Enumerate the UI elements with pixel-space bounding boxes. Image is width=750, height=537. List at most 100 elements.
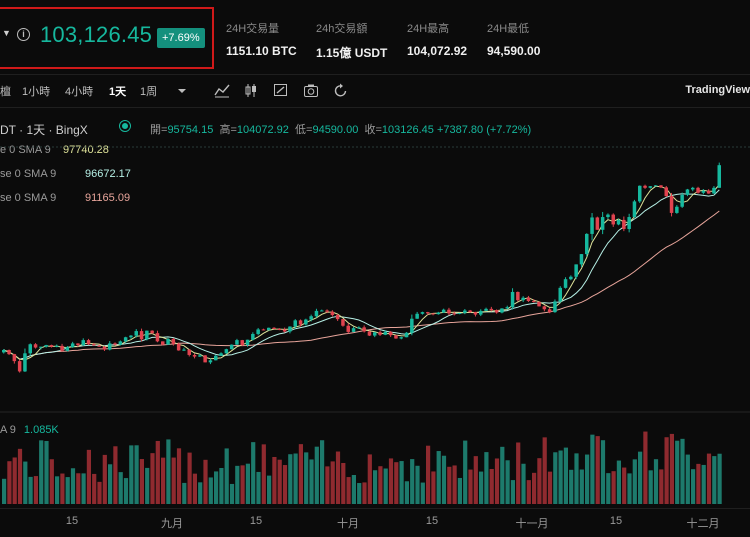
- volume-bar: [585, 454, 590, 504]
- open-label: 開=: [150, 124, 168, 136]
- candle-body: [616, 219, 621, 225]
- volume-bar: [309, 459, 314, 504]
- volume-bar: [187, 452, 192, 504]
- price-chart[interactable]: [0, 108, 750, 508]
- ma-legend-2[interactable]: se 0 SMA 9 96672.17: [0, 168, 131, 180]
- interval-1d[interactable]: 1天: [109, 86, 127, 98]
- info-icon[interactable]: i: [17, 28, 30, 41]
- sma-slow-line: [3, 210, 720, 360]
- candle-style-icon[interactable]: [243, 83, 259, 98]
- volume-bar: [129, 445, 134, 504]
- candle-body: [288, 326, 292, 332]
- volume-bar: [563, 447, 568, 504]
- interval-tick[interactable]: 檀: [0, 86, 11, 98]
- stat-label: 24H最低: [487, 23, 530, 35]
- candle-body: [261, 329, 266, 331]
- candles: [2, 162, 721, 373]
- volume-bar: [272, 456, 277, 504]
- candle-body: [97, 345, 101, 347]
- interval-4h[interactable]: 4小時: [65, 86, 94, 98]
- volume-bar: [277, 459, 282, 504]
- volume-bar: [219, 467, 224, 504]
- candle-body: [192, 354, 197, 357]
- candle-body: [362, 327, 366, 332]
- volume-bar: [23, 461, 28, 504]
- candle-body: [229, 344, 234, 350]
- stat-24h-volume-usdt: 24h交易額 1.15億 USDT: [316, 20, 387, 61]
- candle-body: [293, 320, 297, 327]
- candle-body: [235, 340, 239, 345]
- candle-body: [563, 279, 568, 288]
- volume-bar: [463, 440, 468, 504]
- volume-bar: [383, 468, 388, 504]
- volume-bar: [335, 451, 341, 504]
- volume-bar: [245, 463, 250, 504]
- candle-body: [447, 309, 451, 314]
- volume-bar: [108, 464, 113, 504]
- volume-bar: [712, 456, 717, 504]
- volume-bar: [150, 453, 155, 504]
- tradingview-brand[interactable]: TradingView: [685, 84, 750, 96]
- last-price: 103,126.45: [40, 22, 153, 47]
- candle-body: [240, 340, 244, 346]
- candle-body: [399, 337, 403, 339]
- stat-value: 94,590.00: [487, 44, 541, 58]
- interval-1h[interactable]: 1小時: [22, 86, 51, 98]
- volume-bars: [2, 431, 722, 504]
- candle-body: [113, 343, 117, 345]
- volume-bar: [521, 463, 526, 504]
- volume-bar: [357, 483, 362, 504]
- candle-body: [23, 353, 27, 372]
- reset-icon[interactable]: [333, 83, 349, 98]
- candle-body: [65, 347, 70, 351]
- low-label: 低=: [295, 124, 313, 136]
- volume-bar: [314, 446, 319, 504]
- chevron-down-icon[interactable]: [174, 83, 190, 98]
- volume-bar: [643, 431, 648, 504]
- candle-body: [129, 335, 133, 338]
- drawing-tools-icon[interactable]: [273, 83, 289, 98]
- x-tick: 15: [609, 515, 623, 527]
- candle-body: [176, 343, 181, 351]
- x-tick: 15: [249, 515, 263, 527]
- volume-bar: [341, 462, 346, 504]
- interval-1w[interactable]: 1周: [140, 86, 158, 98]
- volume-bar: [86, 449, 91, 504]
- volume-bar: [410, 459, 415, 504]
- ma-legend-3[interactable]: se 0 SMA 9 91165.09: [0, 192, 130, 204]
- candle-body: [351, 328, 356, 332]
- stat-label: 24H最高: [407, 23, 450, 35]
- candle-body: [282, 329, 287, 332]
- candle-body: [373, 332, 377, 336]
- camera-icon[interactable]: [303, 83, 319, 98]
- volume-bar: [632, 459, 637, 504]
- candle-body: [55, 345, 59, 347]
- candle-body: [526, 297, 531, 302]
- candle-body: [426, 312, 430, 314]
- candle-body: [717, 165, 721, 188]
- high-value: 104072.92: [236, 124, 289, 136]
- volume-bar: [404, 481, 409, 504]
- volume-bar: [611, 471, 616, 504]
- indicators-icon[interactable]: [214, 83, 230, 98]
- volume-bar: [282, 465, 288, 504]
- candle-body: [431, 313, 435, 315]
- stat-value: 104,072.92: [407, 44, 468, 58]
- candle-body: [574, 264, 578, 277]
- candle-body: [314, 310, 319, 317]
- volume-bar: [447, 466, 452, 504]
- candle-body: [208, 360, 213, 363]
- volume-bar: [537, 458, 542, 504]
- time-axis[interactable]: 15 九月 15 十月 15 十一月 15 十二月: [0, 508, 750, 537]
- candle-body: [600, 217, 605, 230]
- volume-bar: [161, 457, 166, 504]
- candle-body: [675, 206, 679, 213]
- volume-bar: [28, 476, 33, 504]
- candle-body: [44, 345, 48, 347]
- stat-value: 1151.10 BTC: [226, 44, 297, 58]
- candle-body: [166, 338, 170, 345]
- volume-bar: [680, 438, 685, 504]
- candle-body: [214, 355, 218, 361]
- volume-bar: [622, 467, 627, 504]
- chevron-down-icon[interactable]: ▼: [2, 28, 11, 38]
